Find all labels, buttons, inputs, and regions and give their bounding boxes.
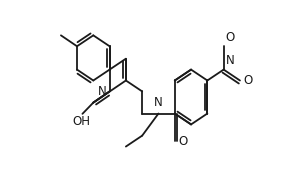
Text: OH: OH	[72, 115, 90, 128]
Text: O: O	[178, 135, 187, 148]
Text: O: O	[225, 31, 235, 44]
Text: N: N	[98, 85, 107, 98]
Text: N: N	[154, 96, 163, 109]
Text: N: N	[225, 54, 234, 67]
Text: O: O	[243, 74, 253, 87]
